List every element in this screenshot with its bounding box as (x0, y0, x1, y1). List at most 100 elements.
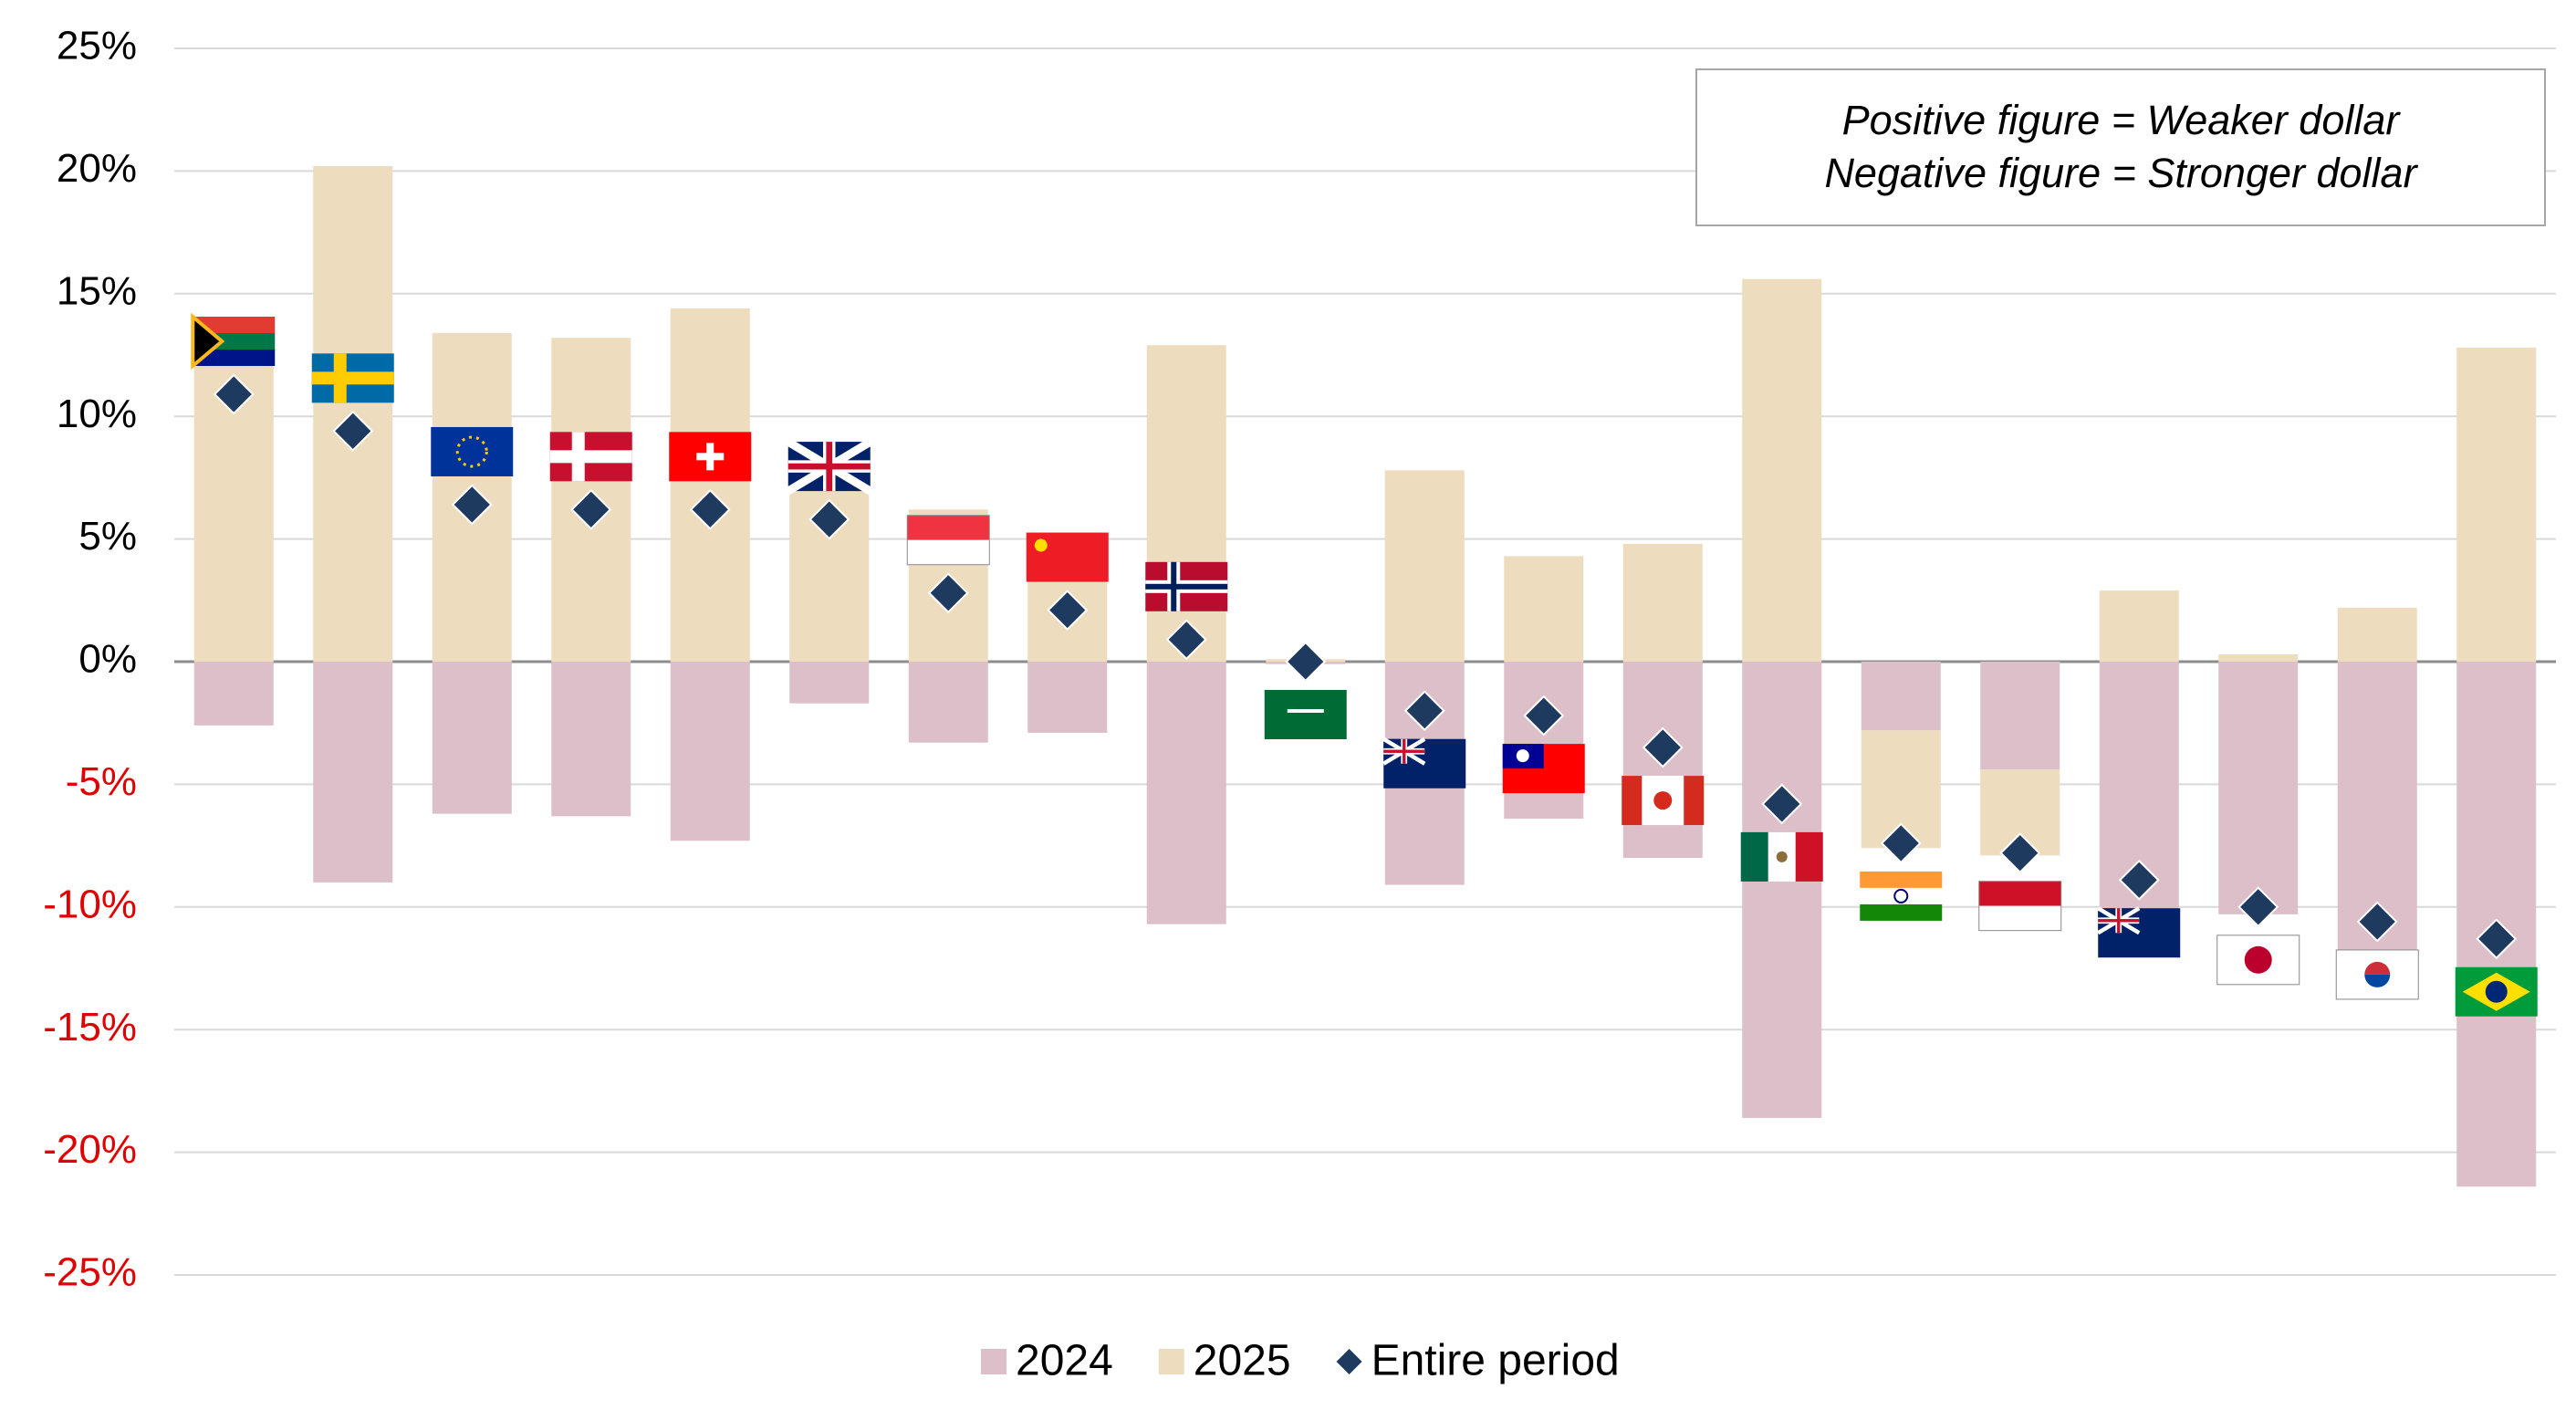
flag (1145, 561, 1228, 611)
legend: 2024 2025 Entire period (981, 1337, 1620, 1385)
flags (191, 312, 2538, 1017)
bar-2024 (193, 662, 274, 726)
bar-2024 (1146, 662, 1226, 924)
y-tick-label: -15% (43, 1005, 137, 1050)
bar-2025 (2099, 590, 2179, 662)
bar-2024 (908, 662, 988, 743)
flag-part (1978, 881, 2062, 932)
marker (1523, 695, 1565, 736)
flag (1740, 831, 1823, 882)
legend-swatch (1158, 1349, 1184, 1374)
bar-2025 (2456, 347, 2537, 662)
y-tick-label: 15% (57, 268, 137, 313)
y-tick-label: -10% (43, 882, 137, 926)
flag-part (549, 450, 632, 464)
flag-part (1776, 851, 1788, 862)
marker (1999, 832, 2041, 874)
marker (570, 488, 612, 530)
bar-2024 (1504, 662, 1584, 820)
legend-label: 2024 (1016, 1337, 1113, 1385)
marker (1403, 690, 1445, 732)
marker (689, 488, 731, 530)
flag-part (1145, 583, 1228, 590)
flag (2216, 935, 2300, 986)
marker (2356, 901, 2398, 943)
flag (431, 426, 514, 476)
flag-part (1653, 791, 1673, 810)
flag-part (191, 312, 225, 371)
flag-part (1516, 749, 1529, 763)
flag-part (787, 463, 871, 470)
flag-part (455, 435, 488, 468)
flag (1978, 881, 2062, 932)
flag-part (1860, 871, 1943, 888)
marker (1165, 619, 1207, 661)
markers (213, 373, 2518, 960)
bar-2025 (1742, 278, 1822, 662)
bar-2025 (670, 308, 750, 662)
flag-part (2364, 974, 2391, 987)
flag-part (907, 539, 990, 565)
marker (2476, 918, 2518, 960)
y-tick-label: -20% (43, 1127, 137, 1172)
bars (193, 166, 2537, 1187)
flag-part (1860, 887, 1943, 904)
flag (1264, 690, 1347, 739)
legend-label: Entire period (1371, 1337, 1620, 1385)
marker (1880, 822, 1922, 864)
legend-label: 2025 (1194, 1337, 1291, 1385)
y-tick-label: -25% (43, 1250, 137, 1295)
flag-part (1383, 749, 1425, 753)
bar-2024 (2218, 662, 2299, 914)
flag (906, 515, 990, 566)
marker (2237, 886, 2279, 928)
flag (549, 432, 632, 482)
flag-part (907, 515, 990, 540)
bar-2024 (1861, 662, 1941, 731)
flag (1026, 532, 1109, 582)
bar-2024 (670, 662, 750, 841)
marker (808, 498, 850, 540)
bar-2025 (1146, 345, 1226, 662)
bar-2025 (2218, 653, 2299, 662)
y-tick-label: 5% (78, 514, 137, 559)
bar-2024 (1980, 662, 2060, 770)
y-tick-label: -5% (66, 759, 137, 804)
flag (1502, 744, 1585, 794)
flag (1860, 871, 1943, 921)
legend-swatch (981, 1349, 1006, 1374)
marker (2118, 859, 2160, 901)
flag-part (1034, 538, 1048, 552)
bar-2024 (551, 662, 631, 817)
marker (213, 373, 255, 415)
annotation: Positive figure = Weaker dollar (1842, 97, 2402, 143)
flag (311, 353, 394, 403)
flag-part (2244, 945, 2272, 974)
y-tick-label: 20% (57, 146, 137, 191)
bar-2025 (1622, 543, 1703, 662)
marker (1642, 726, 1684, 768)
flag-part (1684, 776, 1705, 826)
flag (191, 312, 276, 371)
flag-part (1795, 831, 1823, 882)
marker (451, 484, 493, 526)
annotation: Negative figure = Stronger dollar (1824, 150, 2418, 196)
y-tick-label: 25% (57, 24, 137, 68)
flag-part (1893, 888, 1909, 903)
flag (2097, 906, 2181, 958)
bar-2024 (1027, 662, 1108, 733)
annotation-box (1695, 68, 2546, 226)
marker (332, 410, 374, 452)
flag-part (696, 453, 725, 461)
y-tick-label: 10% (57, 392, 137, 436)
bar-2025 (1384, 470, 1465, 662)
y-tick-label: 0% (78, 637, 137, 682)
flag-part (1740, 831, 1768, 882)
bar-2024 (789, 662, 870, 704)
flag-part (1860, 903, 1943, 921)
flag-part (431, 426, 514, 476)
flag-part (2098, 919, 2140, 923)
flag-part (1622, 776, 1643, 826)
flag (1382, 736, 1466, 789)
